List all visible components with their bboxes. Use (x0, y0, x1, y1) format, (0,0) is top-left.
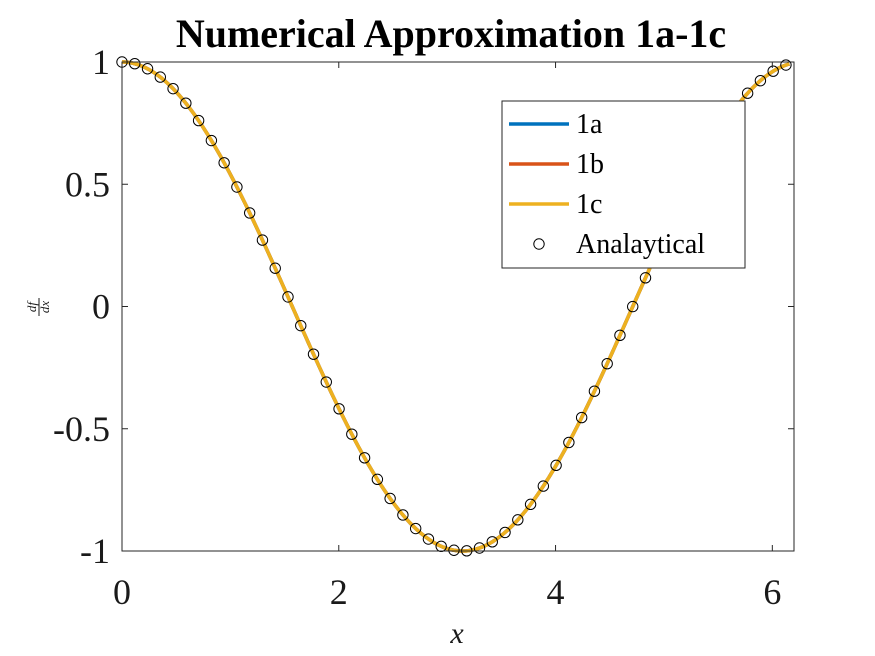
analytical-marker (154, 71, 167, 83)
axis-ticks (121, 61, 794, 552)
legend-label: 1c (576, 189, 602, 220)
x-tick-label: 6 (763, 572, 781, 612)
legend-label: 1a (576, 109, 603, 140)
analytical-marker (205, 134, 218, 147)
analytical-marker (282, 291, 294, 303)
analytical-marker (192, 114, 205, 127)
analytical-marker (167, 82, 179, 95)
analytical-marker (269, 262, 281, 274)
analytical-marker (499, 526, 511, 539)
y-tick-label: -0.5 (53, 409, 110, 449)
legend-swatch-marker (533, 238, 545, 250)
analytical-marker (141, 63, 154, 75)
analytical-marker (767, 65, 779, 77)
y-axis-label-numerator: df (24, 300, 39, 313)
analytical-marker (307, 348, 320, 360)
y-tick-label: 1 (92, 42, 110, 82)
analytical-marker (486, 536, 498, 548)
x-tick-label: 0 (113, 572, 131, 612)
analytical-marker (627, 300, 639, 313)
analytical-marker (601, 357, 613, 370)
x-axis-label: x (449, 617, 464, 650)
x-tick-label: 4 (547, 572, 565, 612)
y-axis-label: df dx (24, 298, 52, 316)
analytical-marker (333, 403, 345, 415)
analytical-marker (218, 157, 230, 169)
analytical-marker (346, 428, 358, 440)
analytical-marker (231, 181, 243, 193)
analytical-marker (295, 319, 307, 332)
legend: 1a 1b 1c Analaytical (501, 100, 746, 269)
legend-label: Analaytical (576, 229, 705, 260)
analytical-marker (741, 87, 754, 99)
analytical-marker (639, 272, 652, 284)
analytical-marker (550, 459, 562, 472)
analytical-marker (384, 492, 396, 505)
analytical-marker (754, 74, 767, 87)
analytical-marker (422, 533, 435, 545)
analytical-marker (256, 234, 269, 246)
axis-tick-labels: 0 2 4 6 -1 -0.5 0 0.5 1 (53, 42, 781, 612)
analytical-marker (780, 59, 792, 71)
analytical-marker (409, 522, 422, 535)
analytical-marker (575, 411, 588, 424)
analytical-marker (563, 436, 575, 449)
analytical-marker (588, 385, 601, 397)
analytical-marker (129, 57, 141, 70)
analytical-marker (473, 542, 486, 554)
chart-title: Numerical Approximation 1a-1c (176, 11, 726, 56)
analytical-marker (320, 376, 332, 388)
analytical-marker (524, 498, 537, 511)
x-tick-label: 2 (330, 572, 348, 612)
analytical-marker (512, 514, 524, 526)
analytical-marker (448, 544, 460, 556)
analytical-marker (537, 480, 550, 492)
analytical-markers (116, 56, 792, 557)
analytical-marker (243, 207, 256, 219)
y-tick-label: 0.5 (65, 164, 110, 204)
analytical-marker (180, 97, 192, 109)
analytical-marker (371, 473, 384, 486)
analytical-marker (614, 329, 626, 342)
analytical-marker (397, 509, 409, 521)
analytical-marker (358, 452, 371, 464)
y-tick-label: -1 (80, 531, 110, 571)
y-tick-label: 0 (92, 287, 110, 327)
y-axis-label-denominator: dx (37, 301, 52, 314)
legend-label: 1b (576, 149, 604, 180)
